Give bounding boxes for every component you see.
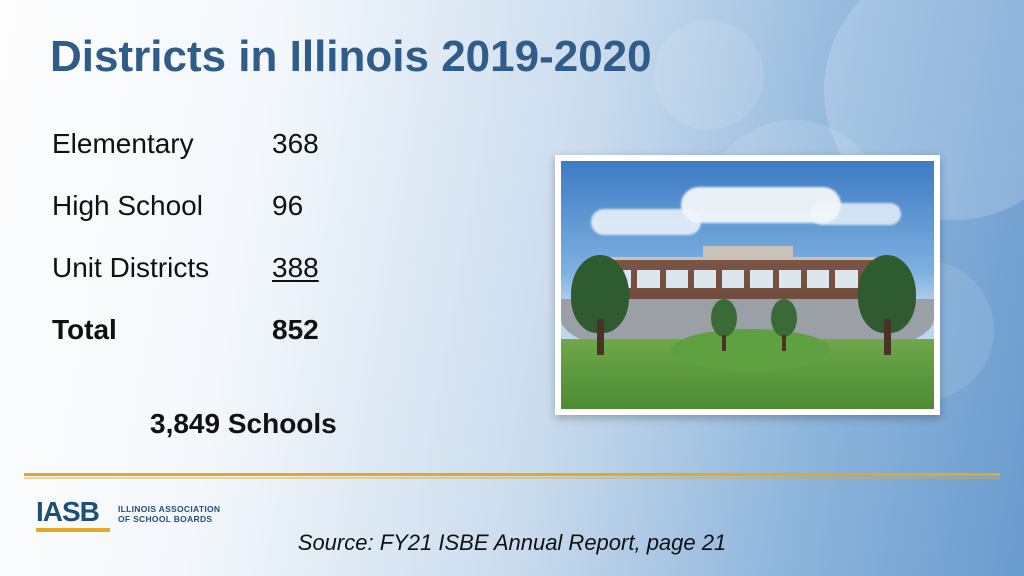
- row-label: Total: [52, 314, 272, 346]
- row-label: Elementary: [52, 128, 272, 160]
- logo-mark: IASB: [36, 498, 110, 526]
- slide-title: Districts in Illinois 2019-2020: [50, 32, 652, 82]
- source-citation: Source: FY21 ISBE Annual Report, page 21: [0, 530, 1024, 556]
- logo-text: ILLINOIS ASSOCIATION OF SCHOOL BOARDS: [118, 505, 220, 525]
- divider-line: [24, 473, 1000, 476]
- iasb-logo: IASB ILLINOIS ASSOCIATION OF SCHOOL BOAR…: [36, 498, 220, 532]
- bokeh-circle: [654, 20, 764, 130]
- row-label: High School: [52, 190, 272, 222]
- logo-text-line2: OF SCHOOL BOARDS: [118, 515, 220, 525]
- row-value: 368: [272, 128, 352, 160]
- table-row-total: Total 852: [52, 314, 352, 346]
- row-value: 852: [272, 314, 352, 346]
- table-row: High School 96: [52, 190, 352, 222]
- district-table: Elementary 368 High School 96 Unit Distr…: [52, 128, 352, 376]
- table-row: Unit Districts 388: [52, 252, 352, 284]
- row-value: 388: [272, 252, 352, 284]
- logo-mark-block: IASB: [36, 498, 110, 532]
- table-row: Elementary 368: [52, 128, 352, 160]
- row-label: Unit Districts: [52, 252, 272, 284]
- school-building-photo: [561, 161, 934, 409]
- photo-frame: [555, 155, 940, 415]
- row-value: 96: [272, 190, 352, 222]
- schools-count: 3,849 Schools: [150, 408, 337, 440]
